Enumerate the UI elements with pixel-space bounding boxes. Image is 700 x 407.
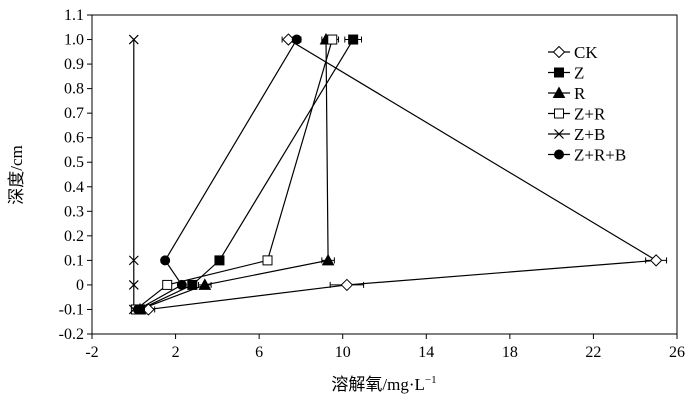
legend-entry-r: R: [548, 84, 586, 103]
x-tick-label: -2: [85, 344, 98, 361]
y-tick-label: -0.1: [59, 301, 84, 318]
y-tick-label: 1.1: [64, 7, 84, 24]
series-line-z-r-b: [137, 39, 298, 310]
legend-entry-z-r: Z+R: [548, 105, 606, 124]
legend-label: R: [574, 84, 586, 103]
data-point-z: [348, 34, 359, 45]
y-tick-label: 0.2: [64, 228, 84, 245]
data-point-z-r-b: [291, 34, 302, 45]
y-tick-label: -0.2: [59, 326, 84, 343]
data-point-z-b: [128, 34, 139, 45]
data-point-z-b: [128, 279, 139, 290]
data-point-z-r: [327, 34, 338, 45]
data-point-ck: [649, 254, 663, 267]
legend-label: Z+R: [574, 105, 606, 124]
series-line-z-r: [135, 39, 333, 310]
series-line-ck: [148, 39, 659, 311]
plot-frame: [91, 14, 678, 335]
legend-marker: [552, 45, 566, 59]
y-tick-label: 0.7: [64, 105, 84, 122]
error-bars: [133, 36, 668, 313]
data-point-r: [321, 253, 335, 266]
y-tick-label: 0.3: [64, 203, 84, 220]
data-point-ck: [282, 33, 295, 46]
data-point-z-r-b: [132, 304, 143, 315]
legend-entry-z-r-b: Z+R+B: [548, 146, 626, 165]
y-tick-label: 0.4: [64, 179, 84, 196]
x-axis-title: 溶解氧/mg·L−1: [331, 374, 436, 394]
y-tick-label: 0.1: [64, 252, 84, 269]
legend-marker: [554, 129, 564, 139]
x-tick-label: 2: [172, 344, 180, 361]
data-point-z-b: [128, 255, 139, 266]
x-tick-label: 18: [502, 344, 518, 361]
legend-label: CK: [574, 43, 598, 62]
tick-labels: -2 2 6 10 14 18 22 26-0.2-0.100.10.20.30.40.50.…: [59, 7, 685, 361]
y-tick-label: 0.9: [64, 56, 84, 73]
legend-label: Z+R+B: [574, 146, 626, 165]
legend-marker: [554, 108, 564, 119]
y-tick-label: 0: [76, 277, 84, 294]
legend-marker: [554, 67, 564, 78]
x-tick-label: 10: [335, 344, 351, 361]
data-point-z-r-b: [160, 255, 171, 266]
data-point-z-r: [162, 279, 173, 290]
series-line-r: [139, 39, 329, 311]
y-tick-label: 0.8: [64, 81, 84, 98]
x-tick-label: 26: [669, 344, 685, 361]
data-point-z: [187, 279, 198, 290]
legend-entry-z-b: Z+B: [548, 125, 605, 144]
series-lines: [133, 39, 659, 311]
data-point-z-r-b: [176, 279, 187, 290]
axes: [87, 14, 678, 339]
y-tick-label: 0.6: [64, 130, 84, 147]
y-tick-label: 0.5: [64, 154, 84, 171]
legend-marker: [552, 86, 566, 98]
legend-marker: [554, 149, 564, 160]
data-point-r: [198, 278, 212, 290]
x-tick-label: 6: [255, 344, 263, 361]
x-tick-label: 22: [585, 344, 601, 361]
data-point-ck: [340, 278, 354, 292]
legend: CK ZR Z+RZ+B Z+R+B: [548, 43, 626, 165]
y-tick-label: 1.0: [64, 32, 84, 49]
legend-entry-z: Z: [548, 64, 584, 83]
x-tick-label: 14: [418, 344, 434, 361]
legend-label: Z+B: [574, 125, 605, 144]
legend-entry-ck: CK: [548, 43, 598, 62]
legend-label: Z: [574, 64, 584, 83]
data-point-z: [214, 255, 225, 266]
y-axis-title: 深度/cm: [7, 145, 26, 205]
x-axis-title-superscript: −1: [425, 374, 437, 386]
x-axis-title-text: 溶解氧/mg·L: [331, 375, 425, 394]
data-point-z-r: [262, 255, 273, 266]
series-line-z: [139, 39, 354, 311]
series-markers: [128, 33, 663, 316]
